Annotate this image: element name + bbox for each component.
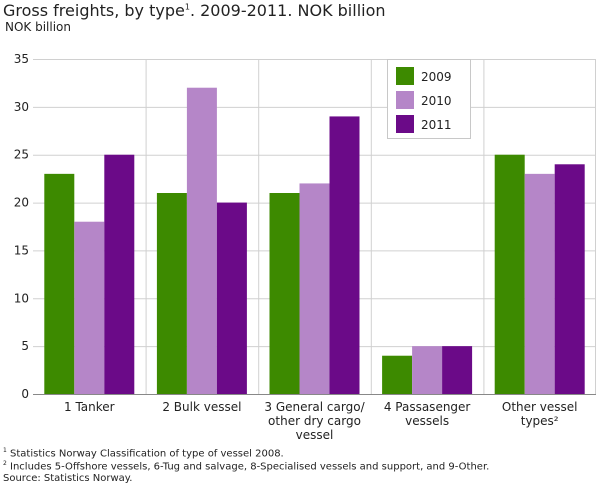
y-tick-label: 35 bbox=[14, 52, 29, 66]
legend-swatch-2009 bbox=[396, 67, 414, 85]
y-tick-label: 15 bbox=[14, 243, 29, 257]
footnote-1: 1 Statistics Norway Classification of ty… bbox=[3, 447, 284, 460]
y-tick-label: 0 bbox=[21, 387, 29, 401]
bar-2010 bbox=[412, 346, 443, 394]
bar-2011 bbox=[442, 346, 473, 394]
chart-title: Gross freights, by type1. 2009-2011. NOK… bbox=[3, 1, 386, 20]
legend-label: 2011 bbox=[421, 118, 452, 132]
x-tick-label: 1 Tanker bbox=[64, 400, 115, 414]
source: Source: Statistics Norway. bbox=[3, 473, 133, 484]
x-tick-label: Other vessel types² bbox=[502, 400, 578, 428]
legend-label: 2010 bbox=[421, 94, 452, 108]
bar-2010 bbox=[74, 221, 105, 394]
bar-2010 bbox=[299, 183, 330, 394]
bar-2011 bbox=[104, 154, 135, 394]
y-tick-label: 10 bbox=[14, 291, 29, 305]
bar-2009 bbox=[494, 154, 525, 394]
bar-2011 bbox=[329, 116, 360, 394]
bar-2010 bbox=[524, 173, 555, 394]
bar-2009 bbox=[156, 193, 187, 394]
bar-2011 bbox=[216, 202, 247, 394]
x-tick-label: 4 Passasenger vessels bbox=[384, 400, 471, 428]
y-tick-label: 30 bbox=[14, 100, 29, 114]
y-tick-label: 5 bbox=[21, 339, 29, 353]
y-axis-label: NOK billion bbox=[5, 20, 72, 34]
y-tick-label: 20 bbox=[14, 196, 29, 210]
footnote-2: 2 Includes 5-Offshore vessels, 6-Tug and… bbox=[3, 460, 490, 473]
bar-2010 bbox=[186, 87, 217, 394]
x-tick-label: 3 General cargo/other dry cargo vessel bbox=[264, 400, 365, 442]
bar-2011 bbox=[554, 164, 585, 394]
bar-2009 bbox=[269, 193, 300, 394]
y-tick-label: 25 bbox=[14, 148, 29, 162]
legend-label: 2009 bbox=[421, 70, 452, 84]
legend-swatch-2011 bbox=[396, 115, 414, 133]
x-tick-label: 2 Bulk vessel bbox=[162, 400, 241, 414]
legend-swatch-2010 bbox=[396, 91, 414, 109]
bar-2009 bbox=[44, 173, 75, 394]
bar-2009 bbox=[382, 355, 413, 394]
